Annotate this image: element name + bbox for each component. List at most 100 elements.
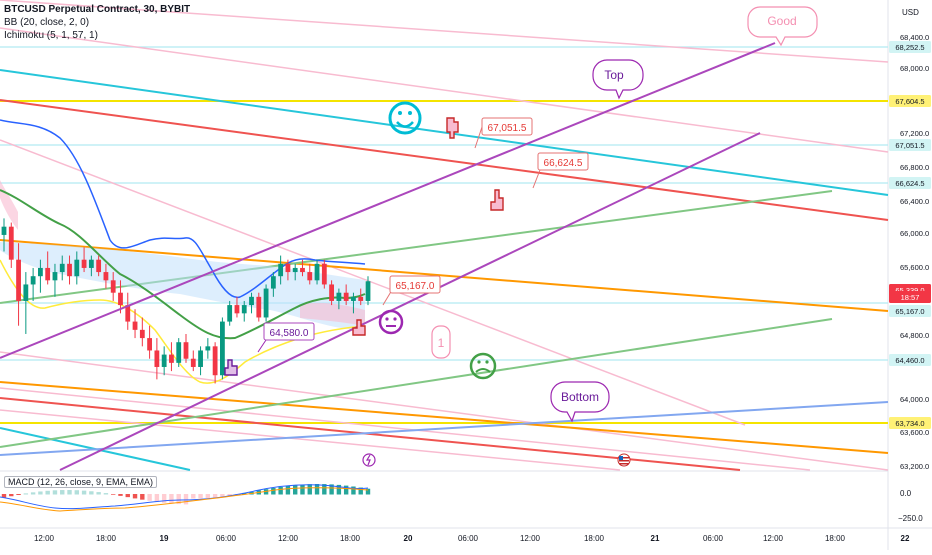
orange-trend-line-upper[interactable] xyxy=(0,239,889,312)
pink-trend-line-3[interactable] xyxy=(0,139,746,426)
candlestick-series[interactable] xyxy=(1,218,371,384)
candle[interactable] xyxy=(139,317,145,347)
candle[interactable] xyxy=(249,292,254,314)
price-badge[interactable]: 67,604.5 xyxy=(889,95,931,107)
candle[interactable] xyxy=(23,272,29,334)
candle[interactable] xyxy=(81,247,87,273)
price-badge[interactable]: 63,734.0 xyxy=(889,417,931,429)
candle[interactable] xyxy=(118,280,123,314)
candle[interactable] xyxy=(307,263,313,285)
macd-histogram[interactable] xyxy=(1,484,371,505)
candle[interactable] xyxy=(270,272,276,297)
price-badge[interactable]: 18:57 xyxy=(889,291,931,303)
candle[interactable] xyxy=(38,259,43,293)
candle[interactable] xyxy=(227,300,233,326)
price-callout-67051[interactable]: 67,051.5 xyxy=(474,117,533,149)
candle[interactable] xyxy=(292,263,298,281)
candle[interactable] xyxy=(59,255,65,281)
price-callout-66624[interactable]: 66,624.5 xyxy=(532,152,589,189)
macd-legend[interactable]: MACD (12, 26, close, 9, EMA, EMA) xyxy=(4,476,158,488)
purple-channel-upper[interactable] xyxy=(0,42,776,359)
lightning-event-icon[interactable] xyxy=(362,453,376,467)
pink-trend-line-1[interactable] xyxy=(0,0,889,63)
hand-up-icon-low[interactable] xyxy=(352,319,366,336)
price-axis-pane[interactable] xyxy=(888,0,932,550)
hand-down-icon-top[interactable] xyxy=(446,117,459,139)
us-flag-event-icon[interactable] xyxy=(617,453,631,467)
hand-up-icon-mid[interactable] xyxy=(490,189,504,211)
candle[interactable] xyxy=(300,259,305,277)
candle[interactable] xyxy=(234,296,240,318)
candle[interactable] xyxy=(205,338,211,359)
candle[interactable] xyxy=(220,317,225,380)
candle[interactable] xyxy=(256,292,262,322)
candle[interactable] xyxy=(329,280,334,306)
pink-trend-line-5[interactable] xyxy=(0,387,811,471)
green-trend-line-lower[interactable] xyxy=(0,318,833,448)
pink-trend-line-6[interactable] xyxy=(0,409,621,471)
candle[interactable] xyxy=(176,338,182,367)
candle[interactable] xyxy=(8,222,14,268)
price-badge[interactable]: 67,051.5 xyxy=(889,139,931,151)
candle[interactable] xyxy=(365,276,371,306)
candle[interactable] xyxy=(74,251,80,285)
price-badge[interactable]: 64,460.0 xyxy=(889,354,931,366)
price-callout-64580[interactable]: 64,580.0 xyxy=(257,322,315,353)
main-pane[interactable] xyxy=(0,0,888,471)
candle[interactable] xyxy=(110,272,116,301)
pink-trend-line-4[interactable] xyxy=(0,351,889,471)
candle[interactable] xyxy=(169,342,174,372)
candle[interactable] xyxy=(351,292,356,314)
candle[interactable] xyxy=(52,263,58,297)
candle[interactable] xyxy=(45,251,51,285)
candle[interactable] xyxy=(147,325,152,359)
candle[interactable] xyxy=(336,288,342,310)
candle[interactable] xyxy=(96,255,102,277)
callout-good[interactable]: Good xyxy=(747,6,818,47)
orange-trend-line-lower[interactable] xyxy=(0,381,889,454)
candle[interactable] xyxy=(278,255,284,285)
candle[interactable] xyxy=(1,218,7,252)
price-callout-65167[interactable]: 65,167.0 xyxy=(382,275,441,306)
blue-trend-line[interactable] xyxy=(0,401,889,456)
candle[interactable] xyxy=(321,259,327,289)
red-trend-line-lower[interactable] xyxy=(0,397,741,471)
callout-one[interactable]: 1 xyxy=(431,325,451,359)
candle[interactable] xyxy=(190,350,196,372)
candle[interactable] xyxy=(125,292,131,330)
indicator-bb-label[interactable]: BB (20, close, 2, 0) xyxy=(4,17,90,28)
purple-channel-lower[interactable] xyxy=(59,132,761,471)
candle[interactable] xyxy=(161,346,167,376)
candle[interactable] xyxy=(183,333,189,363)
pink-trend-line-2[interactable] xyxy=(0,27,889,153)
indicator-ichimoku-label[interactable]: Ichimoku (5, 1, 57, 1) xyxy=(4,30,98,41)
candle[interactable] xyxy=(88,255,94,277)
happy-face-icon[interactable] xyxy=(388,101,422,135)
candle[interactable] xyxy=(343,284,349,306)
price-badge[interactable]: 68,252.5 xyxy=(889,41,931,53)
teal-trend-line-upper[interactable] xyxy=(0,69,889,196)
neutral-face-icon[interactable] xyxy=(378,309,404,335)
candle[interactable] xyxy=(16,243,21,326)
callout-bottom[interactable]: Bottom xyxy=(550,381,610,423)
candle[interactable] xyxy=(154,338,160,380)
hand-point-icon-bottom[interactable] xyxy=(224,359,238,376)
candle[interactable] xyxy=(132,309,138,339)
red-trend-line-upper[interactable] xyxy=(0,99,889,221)
candle[interactable] xyxy=(285,259,291,281)
candle[interactable] xyxy=(241,300,247,322)
symbol-legend[interactable]: BTCUSD Perpetual Contract, 30, BYBIT BB … xyxy=(4,3,190,42)
price-badge[interactable]: 66,624.5 xyxy=(889,177,931,189)
candle[interactable] xyxy=(30,267,36,301)
candle[interactable] xyxy=(103,263,109,289)
candle[interactable] xyxy=(212,342,218,384)
candle[interactable] xyxy=(358,288,364,306)
confused-face-icon[interactable] xyxy=(469,352,497,380)
candle[interactable] xyxy=(263,284,269,322)
callout-top[interactable]: Top xyxy=(592,59,644,100)
candle[interactable] xyxy=(198,346,203,376)
price-badge[interactable]: 65,167.0 xyxy=(889,305,931,317)
candle[interactable] xyxy=(67,255,72,285)
candle[interactable] xyxy=(314,259,320,285)
